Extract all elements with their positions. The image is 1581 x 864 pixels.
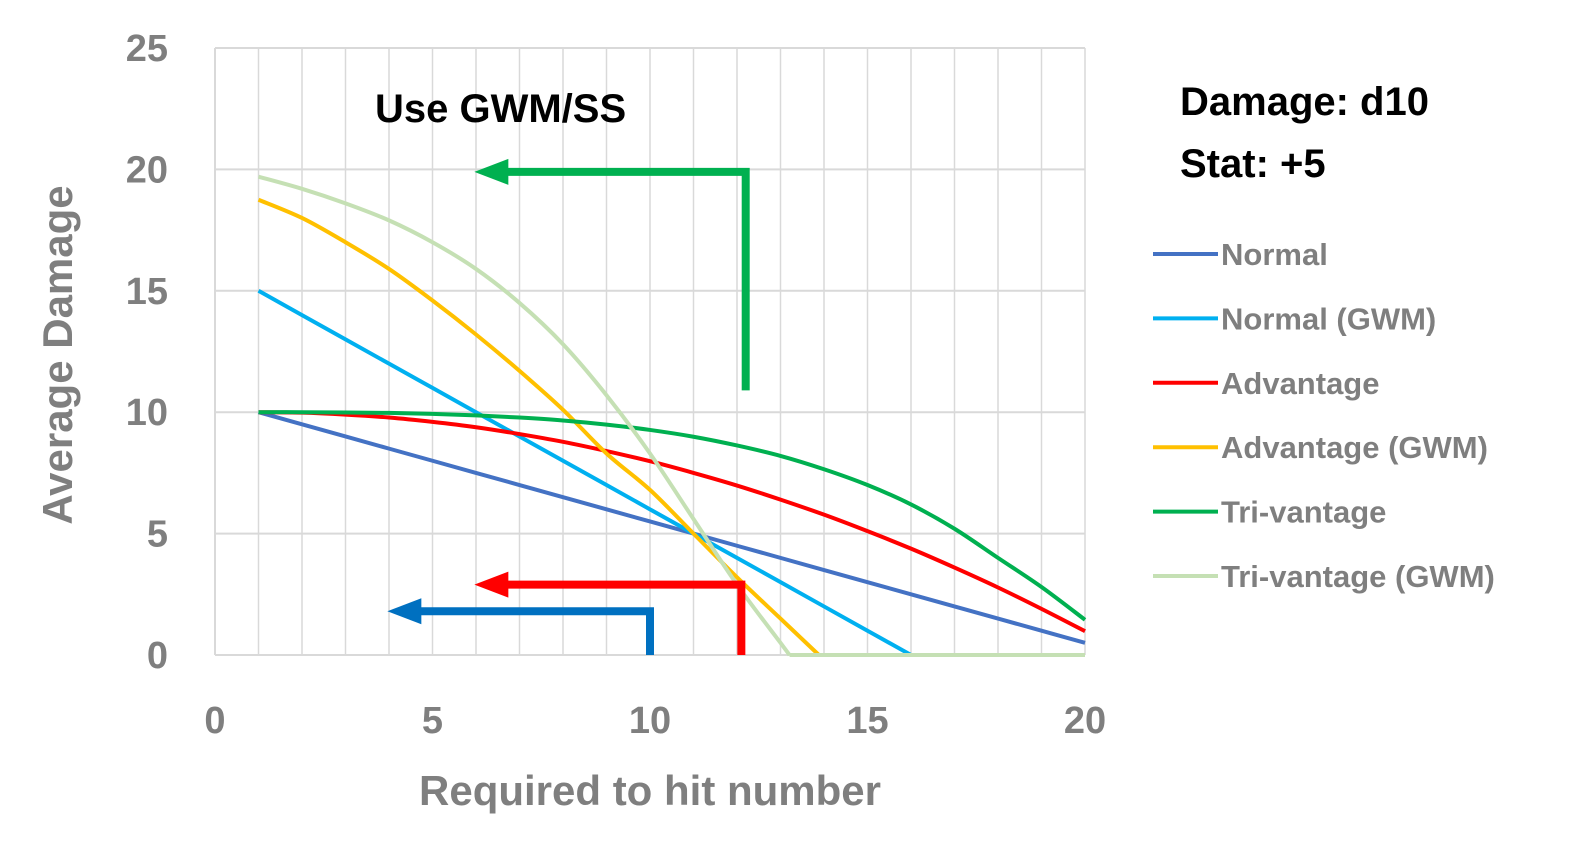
legend-label: Tri-vantage (GWM) [1221,559,1495,594]
x-tick-label: 15 [846,700,888,742]
tick-labels: 0 5 10 15 20 0 5 10 15 20 25 [126,28,1106,742]
y-tick-label: 20 [126,149,168,191]
legend: Normal Normal (GWM) Advantage Advantage (GW… [1153,237,1495,594]
legend-label: Normal (GWM) [1221,301,1436,336]
series-line-3 [257,197,821,657]
y-tick-label: 0 [147,635,168,677]
legend-label: Normal [1221,237,1328,272]
gridlines [214,47,1086,656]
y-tick-label: 10 [126,392,168,434]
legend-label: Advantage (GWM) [1221,430,1488,465]
series-line-1 [257,289,912,657]
y-tick-label: 25 [126,28,168,70]
blue-arrow-head [387,598,422,625]
gwm-annotation: Use GWM/SS [375,87,626,131]
series-line-0 [257,410,1086,645]
red-arrow-head [474,571,509,598]
damage-annotation: Damage: d10 [1180,80,1429,124]
x-tick-label: 5 [422,700,443,742]
green-arrow-shaft [502,167,750,391]
green-arrow-head [474,158,509,185]
series-line-2 [258,410,1086,633]
x-tick-label: 10 [629,700,671,742]
annotation-arrows [387,158,750,655]
stat-annotation: Stat: +5 [1180,142,1326,186]
legend-label: Tri-vantage [1221,495,1386,530]
y-axis-title: Average Damage [34,185,81,524]
legend-label: Advantage [1221,366,1379,401]
y-tick-label: 15 [126,271,168,313]
series-line-4 [258,410,1087,622]
x-tick-label: 20 [1064,700,1106,742]
y-tick-label: 5 [147,514,168,556]
x-tick-label: 0 [204,700,225,742]
blue-arrow-shaft [415,607,654,655]
x-axis-title: Required to hit number [419,767,881,814]
red-arrow-shaft [502,580,746,655]
